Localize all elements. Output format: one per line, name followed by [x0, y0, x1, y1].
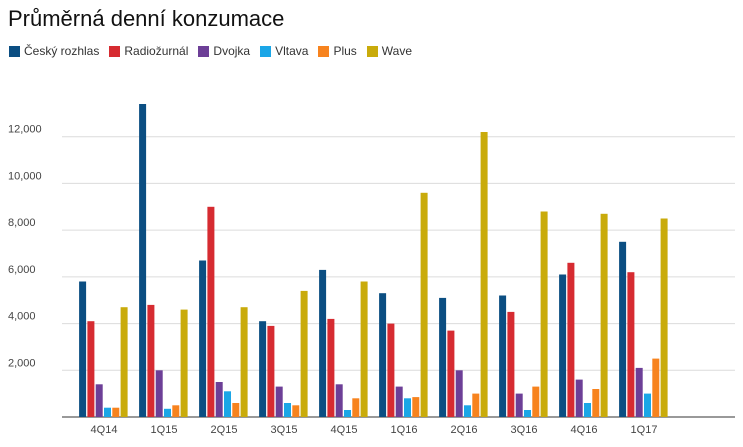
bar [567, 262, 575, 417]
bar [172, 405, 180, 417]
legend-swatch [318, 45, 330, 57]
bar [395, 386, 403, 417]
bar [600, 213, 608, 417]
bar [412, 397, 420, 417]
bar [259, 321, 267, 417]
bar [95, 384, 103, 417]
bar [319, 269, 327, 417]
x-tick-label: 1Q15 [151, 424, 178, 436]
bar [267, 325, 275, 417]
legend-swatch [109, 45, 121, 57]
bar [559, 274, 567, 417]
bar [455, 370, 463, 417]
bar [232, 403, 240, 417]
bar [447, 330, 455, 417]
bar [224, 391, 231, 417]
bar [532, 386, 540, 417]
bar [104, 407, 111, 417]
bar [404, 398, 411, 417]
bar [112, 407, 120, 417]
bar [199, 260, 207, 417]
y-tick-label: 12,000 [8, 124, 42, 136]
bar [360, 281, 368, 417]
bar [619, 241, 627, 417]
bar [164, 408, 171, 417]
bar [480, 132, 488, 417]
bar [139, 104, 147, 417]
bar [284, 403, 291, 417]
bar [207, 206, 215, 417]
x-tick-label: 4Q16 [571, 424, 598, 436]
bar [627, 272, 635, 417]
legend: Český rozhlas Radiožurnál Dvojka Vltava Plus… [9, 44, 422, 58]
bar [87, 321, 95, 417]
bar [335, 384, 343, 417]
x-tick-label: 1Q16 [391, 424, 418, 436]
y-tick-label: 2,000 [8, 357, 36, 369]
bar [635, 367, 643, 417]
legend-label: Wave [381, 44, 413, 58]
legend-item[interactable]: Radiožurnál [109, 44, 188, 58]
bar [120, 307, 128, 417]
legend-swatch [260, 45, 272, 57]
bar [499, 295, 507, 417]
legend-item[interactable]: Wave [366, 44, 413, 58]
bar [275, 386, 283, 417]
bar [155, 370, 163, 417]
bar [660, 218, 668, 417]
bar [652, 358, 660, 417]
bar [147, 304, 155, 417]
legend-item[interactable]: Dvojka [198, 44, 250, 58]
legend-label: Radiožurnál [124, 44, 189, 58]
x-tick-label: 3Q15 [271, 424, 298, 436]
bar [524, 410, 531, 417]
legend-label: Český rozhlas [24, 44, 100, 58]
y-tick-label: 4,000 [8, 311, 36, 323]
legend-item[interactable]: Plus [318, 44, 357, 58]
bar [439, 297, 447, 417]
bar [575, 379, 583, 417]
bar [507, 311, 515, 417]
bar [352, 398, 360, 417]
legend-item[interactable]: Český rozhlas [9, 44, 99, 58]
legend-swatch [198, 45, 210, 57]
bar [180, 309, 188, 417]
legend-label: Vltava [275, 44, 309, 58]
x-tick-label: 3Q16 [511, 424, 538, 436]
y-tick-label: 10,000 [8, 170, 42, 182]
x-tick-label: 2Q16 [451, 424, 478, 436]
x-tick-label: 4Q14 [91, 424, 118, 436]
legend-swatch [366, 45, 378, 57]
bar [515, 393, 523, 417]
chart-title: Průměrná denní konzumace [8, 6, 285, 31]
legend-label: Dvojka [213, 44, 251, 58]
legend-swatch [9, 45, 20, 57]
x-tick-label: 4Q15 [331, 424, 358, 436]
bar [464, 405, 471, 417]
legend-item[interactable]: Vltava [260, 44, 308, 58]
x-tick-label: 2Q15 [211, 424, 238, 436]
bar [387, 323, 395, 417]
bar [584, 403, 591, 417]
bar [215, 382, 223, 417]
x-tick-label: 1Q17 [631, 424, 658, 436]
bar [292, 405, 300, 417]
legend-label: Plus [333, 44, 357, 58]
bar [300, 290, 308, 417]
y-tick-label: 8,000 [8, 217, 36, 229]
bar [540, 211, 548, 417]
y-tick-label: 6,000 [8, 264, 36, 276]
bar [592, 389, 600, 417]
bar [344, 410, 351, 417]
bar [644, 393, 651, 417]
bar [79, 281, 87, 417]
bar [420, 192, 428, 417]
bar [327, 318, 335, 417]
bar [472, 393, 480, 417]
bar [240, 307, 248, 417]
bar [379, 293, 387, 417]
